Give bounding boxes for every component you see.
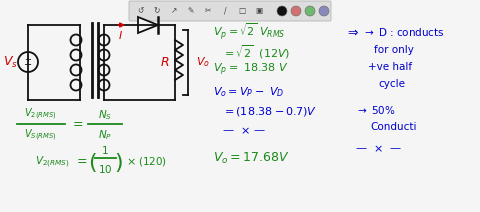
- Text: $V_{2(RMS)}$: $V_{2(RMS)}$: [35, 154, 70, 170]
- Circle shape: [291, 6, 301, 16]
- Polygon shape: [138, 17, 158, 33]
- Circle shape: [71, 64, 82, 75]
- Text: $)$: $)$: [114, 151, 122, 173]
- FancyBboxPatch shape: [129, 1, 331, 21]
- Text: $V_{S(RMS)}$: $V_{S(RMS)}$: [24, 128, 56, 143]
- Circle shape: [71, 49, 82, 60]
- Circle shape: [98, 80, 109, 91]
- Circle shape: [98, 64, 109, 75]
- Text: +ve half: +ve half: [368, 62, 412, 72]
- Text: ✂: ✂: [205, 7, 211, 15]
- Text: $N_P$: $N_P$: [98, 128, 112, 142]
- Circle shape: [98, 35, 109, 46]
- Circle shape: [18, 52, 38, 72]
- Text: $\rightarrow$ 50%: $\rightarrow$ 50%: [355, 104, 396, 116]
- Text: $V_o$: $V_o$: [196, 55, 210, 69]
- Text: $\rightarrow$ D : conducts: $\rightarrow$ D : conducts: [362, 26, 444, 38]
- Circle shape: [71, 80, 82, 91]
- Text: $(120)$: $(120)$: [138, 155, 167, 169]
- Circle shape: [71, 35, 82, 46]
- Text: ▣: ▣: [255, 7, 263, 15]
- Text: for only: for only: [374, 45, 414, 55]
- Circle shape: [305, 6, 315, 16]
- Text: $= \sqrt{2}\ \ (12V)$: $= \sqrt{2}\ \ (12V)$: [222, 43, 290, 61]
- Text: —  $\times$ —: — $\times$ —: [222, 124, 265, 135]
- Text: cycle: cycle: [378, 79, 405, 89]
- Circle shape: [277, 6, 287, 16]
- Text: ↻: ↻: [154, 7, 160, 15]
- Text: $= (18.38 - 0.7)V$: $= (18.38 - 0.7)V$: [222, 106, 317, 119]
- Text: $N_S$: $N_S$: [98, 108, 112, 122]
- Text: $V_p= \sqrt{2}\ V_{RMS}$: $V_p= \sqrt{2}\ V_{RMS}$: [213, 21, 286, 43]
- Text: $\Rightarrow$: $\Rightarrow$: [345, 25, 360, 39]
- Circle shape: [98, 49, 109, 60]
- Text: =: =: [77, 155, 87, 169]
- Text: $V_o= V_P-\ V_D$: $V_o= V_P-\ V_D$: [213, 85, 285, 99]
- Text: $I$: $I$: [118, 29, 122, 41]
- Text: +: +: [24, 54, 31, 64]
- Text: $\times$: $\times$: [126, 157, 136, 167]
- Text: $V_o = 17.68V$: $V_o = 17.68V$: [213, 151, 289, 166]
- Text: $10$: $10$: [98, 163, 112, 175]
- Text: $R$: $R$: [160, 56, 170, 68]
- Text: $V_p =\ 18.38\ V$: $V_p =\ 18.38\ V$: [213, 62, 289, 78]
- Text: −: −: [24, 60, 32, 70]
- Text: $1$: $1$: [101, 144, 109, 156]
- Text: —  $\times$  —: — $\times$ —: [355, 142, 402, 153]
- Text: ✎: ✎: [188, 7, 194, 15]
- Text: □: □: [239, 7, 246, 15]
- Circle shape: [319, 6, 329, 16]
- Text: $V_{2(RMS)}$: $V_{2(RMS)}$: [24, 107, 56, 122]
- Text: $V_s$: $V_s$: [2, 54, 17, 70]
- Text: ↗: ↗: [171, 7, 177, 15]
- Text: /: /: [224, 7, 226, 15]
- Text: $($: $($: [87, 151, 96, 173]
- Text: =: =: [72, 119, 84, 131]
- Text: Conducti: Conducti: [370, 122, 417, 132]
- Text: ↺: ↺: [137, 7, 143, 15]
